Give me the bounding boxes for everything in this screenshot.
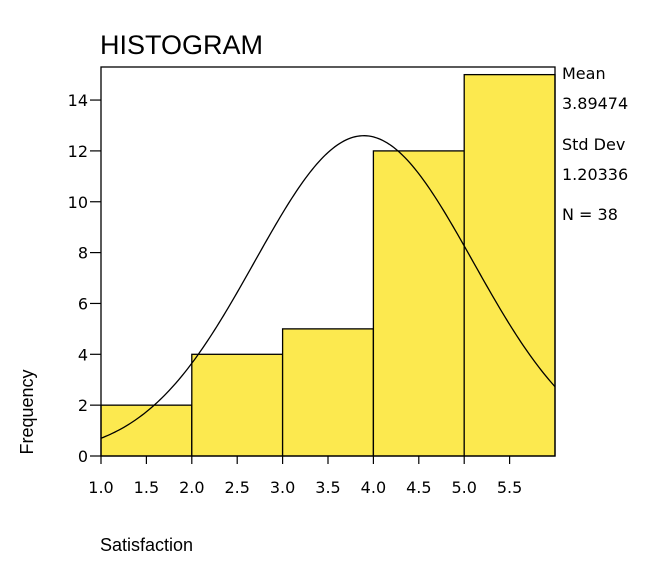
x-axis-label: Satisfaction (100, 535, 193, 555)
y-tick-label: 4 (78, 345, 88, 364)
x-tick-label: 3.0 (270, 478, 295, 497)
x-tick-label: 5.0 (451, 478, 476, 497)
y-tick-label: 6 (78, 294, 88, 313)
y-tick-label: 10 (68, 193, 88, 212)
x-tick-label: 4.0 (361, 478, 386, 497)
x-tick-label: 3.5 (315, 478, 340, 497)
normal-curve (100, 135, 556, 439)
histogram-bar-3 (281, 328, 375, 457)
histogram-bar-1 (100, 404, 193, 457)
mean-value: 3.89474 (562, 94, 628, 113)
chart-title: HISTOGRAM (100, 30, 263, 60)
mean-label: Mean (562, 64, 606, 83)
histogram-bar-5 (463, 73, 556, 457)
x-tick-label: 4.5 (406, 478, 431, 497)
x-tick-label: 2.5 (224, 478, 249, 497)
std-dev-label: Std Dev (562, 135, 625, 154)
y-tick-label: 14 (68, 91, 88, 110)
y-tick-label: 12 (68, 142, 88, 161)
x-tick-label: 5.5 (497, 478, 522, 497)
y-tick-label: 2 (78, 396, 88, 415)
x-tick-label: 1.5 (134, 478, 159, 497)
n-count: N = 38 (562, 205, 618, 224)
histogram-bar-2 (191, 353, 284, 457)
y-axis: 0 2 4 6 8 10 12 14 (68, 91, 101, 466)
x-axis: 1.0 1.5 2.0 2.5 3.0 3.5 4.0 4.5 5.0 5.5 (88, 456, 522, 497)
x-tick-label: 2.0 (179, 478, 204, 497)
histogram-bar-4 (372, 150, 465, 457)
y-tick-label: 8 (78, 244, 88, 263)
y-axis-label: Frequency (17, 369, 37, 454)
y-tick-label: 0 (78, 447, 88, 466)
std-dev-value: 1.20336 (562, 165, 628, 184)
histogram-bars (100, 73, 556, 457)
x-tick-label: 1.0 (88, 478, 113, 497)
